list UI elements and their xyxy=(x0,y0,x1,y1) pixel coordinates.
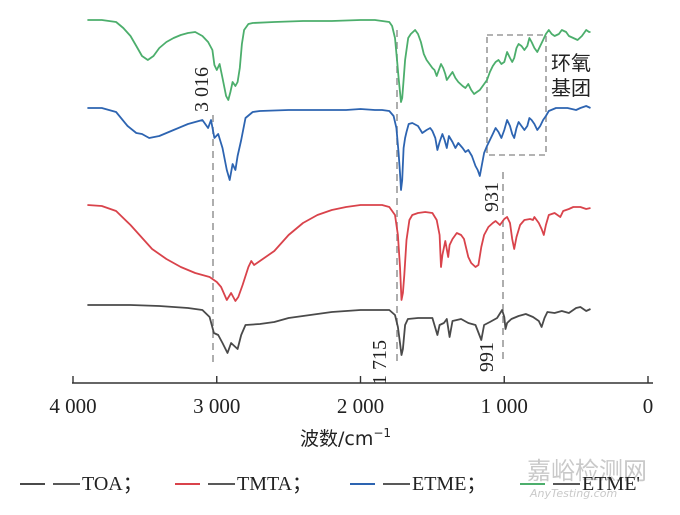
legend-label: TMTA； xyxy=(237,473,312,495)
annotation-1715: 1 715 xyxy=(369,340,391,385)
watermark-subtext: AnyTesting.com xyxy=(529,487,617,500)
x-axis-ticks: 4 000 3 000 2 000 1 000 0 xyxy=(49,376,653,418)
epoxy-label-line2: 基团 xyxy=(551,76,591,100)
x-tick-label: 2 000 xyxy=(337,394,384,418)
annotation-991: 991 xyxy=(476,342,498,372)
x-tick-label: 1 000 xyxy=(481,394,528,418)
annotation-931: 931 xyxy=(481,182,503,212)
legend-label: TOA； xyxy=(82,473,143,495)
legend-label: ETME； xyxy=(412,473,486,495)
series-line-etme-prime xyxy=(87,19,591,103)
epoxy-label-line1: 环氧 xyxy=(551,51,591,75)
legend-label: ETME' xyxy=(582,473,640,495)
x-tick-label: 4 000 xyxy=(49,394,96,418)
legend: TOA； TMTA； ETME； ETME' xyxy=(20,473,640,495)
series-line-toa xyxy=(87,304,591,356)
x-axis-title: 波数/cm−1 xyxy=(300,426,391,450)
x-tick-label: 0 xyxy=(643,394,654,418)
x-tick-label: 3 000 xyxy=(193,394,240,418)
epoxy-region-box xyxy=(486,34,547,156)
series-line-tmta xyxy=(87,204,591,302)
series-line-etme xyxy=(87,105,591,191)
watermark-text: 嘉峪检测网 xyxy=(527,457,647,485)
annotation-3016: 3 016 xyxy=(191,67,213,112)
